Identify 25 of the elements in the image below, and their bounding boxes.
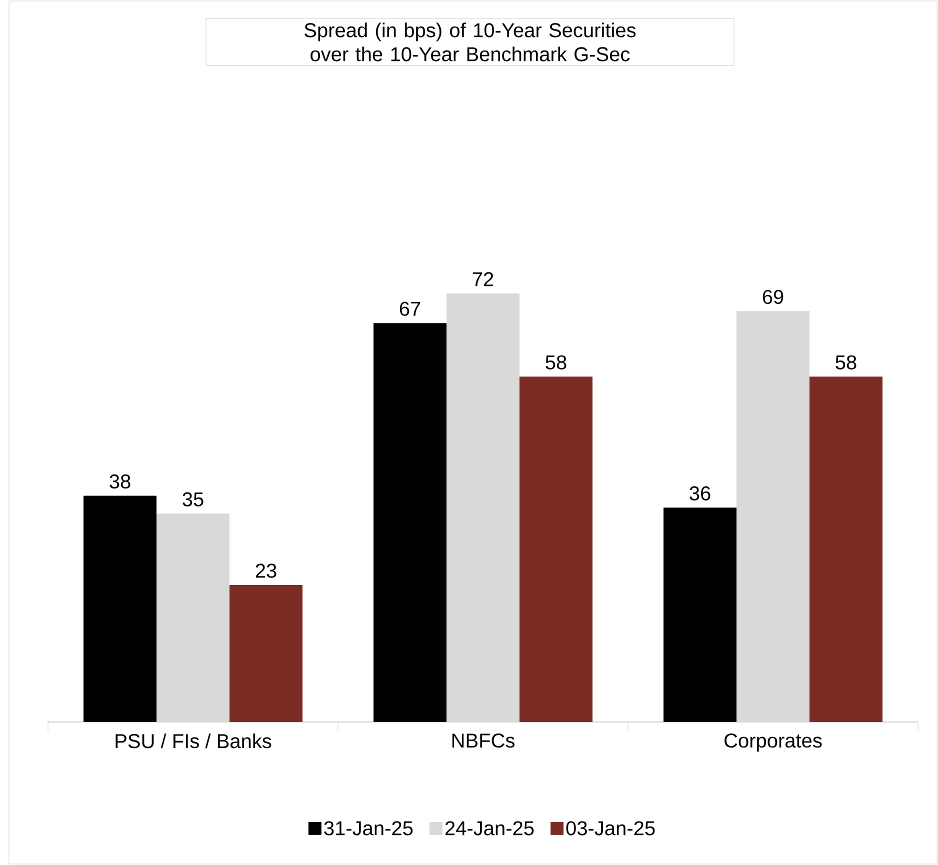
data-label: 35: [182, 492, 204, 506]
legend-label: 03-Jan-25: [566, 821, 655, 836]
bar: [520, 376, 592, 722]
data-label: 67: [400, 302, 420, 316]
x-tick-label: Corporates: [724, 734, 822, 752]
bar: [156, 514, 230, 722]
chart-title: Spread (in bps) of 10-Year Securities over the 10-Year Benchmark G-Sec: [304, 22, 636, 62]
bar: [446, 293, 520, 722]
x-tick-label: NBFCs: [452, 734, 514, 748]
data-label: 38: [110, 474, 130, 489]
bar: [374, 323, 446, 722]
data-label: 23: [256, 564, 276, 578]
bar: [230, 585, 303, 722]
x-tick-label: PSU / FIs / Banks: [116, 734, 272, 748]
data-label: 58: [546, 355, 566, 370]
data-label: 58: [836, 355, 856, 370]
bar: [84, 496, 157, 722]
bar: [736, 311, 810, 722]
data-label: 72: [472, 272, 494, 286]
legend-label: 31-Jan-25: [324, 821, 413, 836]
bar: [810, 376, 882, 722]
data-label: 36: [690, 486, 710, 500]
bar: [664, 508, 736, 722]
legend-label: 24-Jan-25: [445, 821, 534, 836]
data-label: 69: [762, 290, 784, 304]
